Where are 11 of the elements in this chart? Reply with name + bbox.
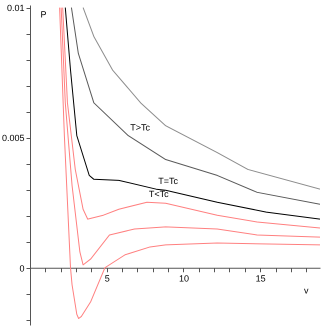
x-axis-title: v — [304, 285, 309, 296]
y-axis-title: P — [40, 10, 47, 20]
series-label: T<Tc — [148, 189, 170, 200]
x-tick-label: 15 — [256, 273, 266, 284]
y-tick-label: 0 — [19, 263, 24, 274]
x-tick-label: 5 — [104, 273, 110, 284]
series-label: T=Tc — [158, 176, 179, 186]
series-label: T>Tc — [130, 122, 150, 133]
y-tick-label: 0.005 — [2, 133, 24, 144]
y-tick-label: 0.01 — [6, 3, 24, 14]
x-tick-label: 10 — [178, 273, 189, 284]
